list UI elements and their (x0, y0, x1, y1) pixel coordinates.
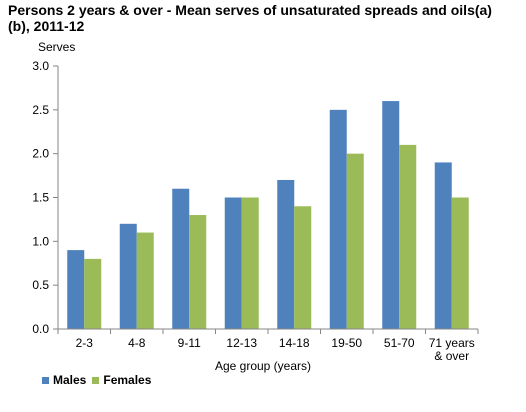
x-tick-label: 4-8 (128, 336, 146, 350)
bar-females-4 (294, 206, 312, 329)
bar-females-2 (189, 215, 207, 329)
y-tick-label: 3.0 (32, 59, 49, 73)
y-tick-label: 0.0 (32, 322, 49, 336)
x-axis-label: Age group (years) (214, 359, 312, 373)
y-tick-label: 0.5 (32, 278, 49, 292)
x-tick-label: 12-13 (226, 336, 257, 350)
y-tick-label: 1.5 (32, 191, 49, 205)
bar-males-4 (277, 179, 295, 329)
x-tick-label: 19-50 (331, 336, 362, 350)
bar-males-0 (67, 250, 85, 329)
legend-label-females: Females (103, 373, 152, 387)
x-tick-label: 2-3 (76, 336, 94, 350)
y-axis-label: Serves (38, 40, 76, 54)
bar-females-0 (84, 258, 102, 329)
y-tick-label: 2.5 (32, 103, 49, 117)
legend-item-males: Males (42, 373, 86, 387)
bar-females-5 (346, 153, 364, 329)
legend-item-females: Females (92, 373, 151, 387)
x-tick-label: 9-11 (178, 336, 201, 350)
legend: Males Females (42, 373, 157, 387)
bar-males-1 (119, 223, 137, 329)
bar-females-1 (136, 232, 154, 329)
chart-title: Persons 2 years & over - Mean serves of … (8, 2, 492, 34)
legend-swatch-males (42, 376, 49, 384)
x-tick-label: 51-70 (384, 336, 415, 350)
bar-males-5 (329, 109, 347, 329)
y-tick-label: 2.0 (32, 147, 49, 161)
x-tick-label: 71 years & over (429, 336, 475, 363)
bar-males-3 (224, 197, 242, 329)
legend-label-males: Males (53, 373, 87, 387)
bar-females-6 (399, 144, 417, 329)
bar-females-3 (241, 197, 259, 329)
bar-males-2 (172, 188, 190, 329)
y-tick-label: 1.0 (32, 234, 49, 248)
x-tick-label: 14-18 (279, 336, 310, 350)
bar-males-7 (434, 162, 452, 329)
bar-males-6 (382, 101, 400, 329)
bar-females-7 (451, 197, 469, 329)
legend-swatch-females (92, 376, 100, 384)
